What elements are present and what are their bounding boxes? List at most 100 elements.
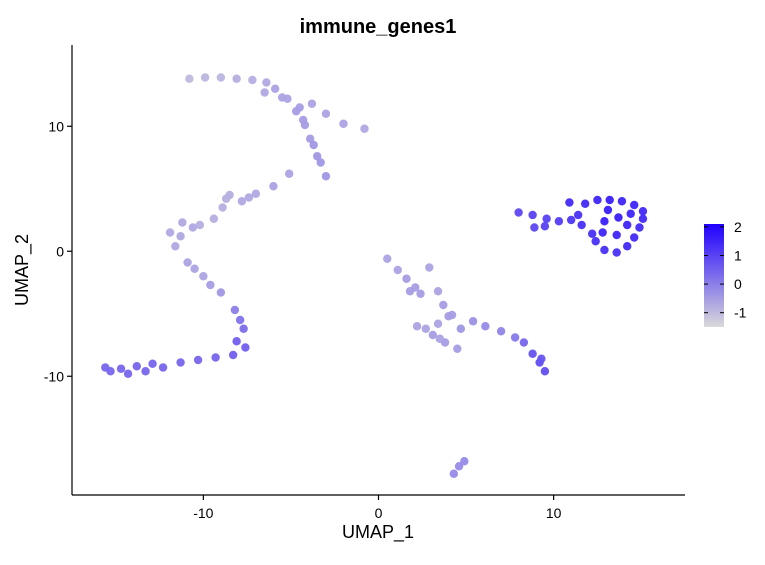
y-axis-title: UMAP_2 <box>12 234 33 306</box>
scatter-point-121 <box>540 222 550 231</box>
scatter-point-116 <box>612 230 621 240</box>
scatter-point-92 <box>528 210 537 220</box>
scatter-point-14 <box>321 109 331 118</box>
scatter-point-64 <box>425 263 434 272</box>
scatter-point-101 <box>593 195 602 205</box>
scatter-point-106 <box>638 214 648 223</box>
scatter-point-98 <box>573 210 583 220</box>
scatter-point-34 <box>183 258 192 267</box>
scatter-point-6 <box>270 84 280 93</box>
scatter-point-52 <box>232 337 241 346</box>
scatter-point-60 <box>383 254 392 263</box>
scatter-point-113 <box>600 217 609 226</box>
scatter-point-41 <box>211 353 220 362</box>
scatter-point-97 <box>587 229 597 238</box>
scatter-point-39 <box>241 343 250 352</box>
legend-tick-label-0: 2 <box>734 219 742 235</box>
scatter-point-50 <box>132 362 142 371</box>
y-tick-label-2: -10 <box>44 368 64 384</box>
scatter-point-4 <box>248 75 257 85</box>
scatter-point-107 <box>635 223 644 232</box>
points-layer <box>101 73 648 478</box>
scatter-point-32 <box>165 228 175 237</box>
scatter-point-70 <box>433 319 443 328</box>
scatter-point-67 <box>433 287 443 296</box>
scatter-point-91 <box>514 208 523 217</box>
scatter-point-45 <box>141 367 150 376</box>
y-axis: 10 0 -10 <box>44 45 73 495</box>
scatter-point-94 <box>554 217 564 226</box>
scatter-point-82 <box>528 349 537 358</box>
scatter-point-42 <box>193 355 203 365</box>
scatter-point-2 <box>216 73 226 82</box>
scatter-point-20 <box>309 140 318 150</box>
scatter-point-95 <box>566 215 576 225</box>
scatter-point-115 <box>623 220 632 230</box>
scatter-point-99 <box>580 199 590 208</box>
scatter-point-85 <box>537 354 546 363</box>
scatter-point-26 <box>269 182 278 191</box>
scatter-point-36 <box>216 288 226 297</box>
scatter-point-43 <box>176 358 185 367</box>
scatter-point-30 <box>195 220 205 230</box>
scatter-point-76 <box>456 324 466 333</box>
scatter-point-16 <box>360 124 369 133</box>
scatter-point-44 <box>158 363 168 372</box>
scatter-point-33 <box>171 242 180 251</box>
scatter-point-114 <box>614 213 623 222</box>
scatter-point-57 <box>188 223 198 232</box>
scatter-point-17 <box>260 88 269 97</box>
scatter-point-61 <box>393 265 402 275</box>
scatter-point-71 <box>421 324 430 333</box>
scatter-point-15 <box>339 119 348 128</box>
scatter-point-93 <box>542 214 551 223</box>
x-axis-title: UMAP_1 <box>342 522 414 543</box>
scatter-point-21 <box>316 158 325 167</box>
scatter-point-22 <box>298 115 308 125</box>
scatter-point-49 <box>116 364 126 373</box>
scatter-point-65 <box>405 287 415 296</box>
scatter-point-104 <box>630 200 639 210</box>
scatter-point-80 <box>510 333 520 342</box>
scatter-point-48 <box>101 363 110 372</box>
scatter-point-13 <box>307 99 317 108</box>
scatter-point-56 <box>176 232 185 241</box>
scatter-point-29 <box>209 214 219 223</box>
legend-color-bar <box>704 224 724 327</box>
scatter-point-78 <box>481 322 490 331</box>
scatter-point-105 <box>638 207 648 216</box>
scatter-point-51 <box>148 359 157 368</box>
scatter-point-25 <box>251 189 261 198</box>
scatter-point-54 <box>206 280 215 290</box>
scatter-point-28 <box>218 203 227 212</box>
scatter-point-90 <box>460 457 469 466</box>
scatter-point-68 <box>439 300 448 310</box>
scatter-point-88 <box>449 469 459 478</box>
scatter-point-81 <box>519 338 529 347</box>
scatter-point-77 <box>468 317 478 326</box>
legend-tick-label-3: -1 <box>734 305 747 321</box>
scatter-point-10 <box>305 134 315 143</box>
x-tick-label-0: -10 <box>193 505 213 521</box>
scatter-point-27 <box>284 169 294 178</box>
scatter-point-108 <box>630 233 639 242</box>
x-tick-label-2: 10 <box>546 505 562 521</box>
scatter-point-18 <box>277 93 287 102</box>
scatter-point-1 <box>200 73 210 82</box>
scatter-point-102 <box>605 195 614 205</box>
scatter-point-119 <box>626 209 635 218</box>
scatter-point-38 <box>239 324 248 333</box>
scatter-point-46 <box>123 369 133 378</box>
scatter-point-3 <box>232 74 241 83</box>
x-axis: -10 0 10 <box>72 494 685 521</box>
scatter-point-66 <box>416 289 425 298</box>
scatter-point-96 <box>577 220 586 230</box>
scatter-point-89 <box>454 462 464 471</box>
scatter-point-40 <box>228 350 238 360</box>
scatter-point-35 <box>199 272 208 281</box>
scatter-point-31 <box>178 218 187 227</box>
scatter-point-72 <box>412 322 422 331</box>
y-tick-label-1: 0 <box>56 243 64 259</box>
legend-tick-label-2: 0 <box>734 276 742 292</box>
